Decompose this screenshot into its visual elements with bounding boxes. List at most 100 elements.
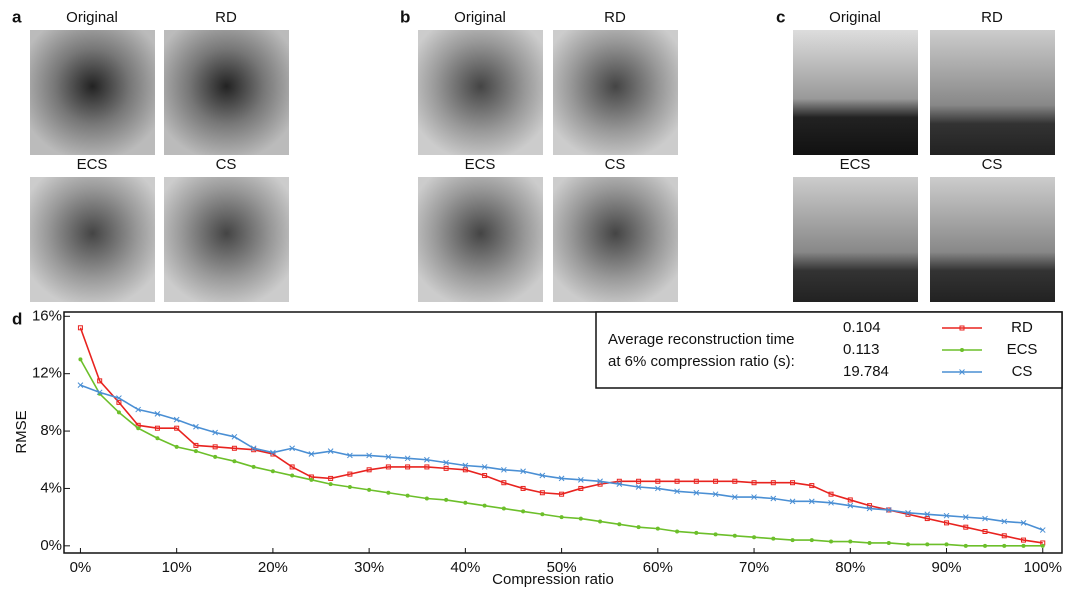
marker bbox=[1020, 520, 1027, 526]
marker bbox=[136, 426, 141, 431]
image-placeholder bbox=[164, 177, 289, 302]
marker bbox=[1001, 533, 1007, 539]
marker bbox=[559, 515, 564, 520]
y-tick-label: 0% bbox=[40, 537, 62, 554]
marker bbox=[770, 480, 776, 486]
marker bbox=[828, 499, 834, 506]
marker bbox=[578, 516, 583, 521]
legend-time: 0.104 bbox=[843, 319, 881, 336]
marker bbox=[713, 532, 718, 537]
legend-label: RD bbox=[1011, 319, 1033, 336]
marker bbox=[212, 429, 219, 436]
marker bbox=[906, 542, 911, 547]
marker bbox=[789, 498, 796, 505]
marker bbox=[289, 445, 295, 452]
marker bbox=[213, 454, 218, 459]
marker bbox=[731, 494, 738, 500]
marker bbox=[327, 448, 334, 455]
marker bbox=[443, 465, 449, 471]
legend-label: ECS bbox=[1007, 341, 1038, 358]
marker bbox=[674, 478, 680, 484]
marker bbox=[752, 535, 757, 540]
marker bbox=[636, 478, 642, 484]
x-tick-label: 10% bbox=[162, 559, 192, 576]
marker bbox=[501, 466, 507, 473]
image-caption: Original bbox=[454, 9, 506, 26]
marker bbox=[347, 485, 352, 490]
x-tick-label: 80% bbox=[835, 559, 865, 576]
panel-letter: a bbox=[12, 7, 22, 26]
legend-label: CS bbox=[1012, 363, 1033, 380]
marker bbox=[1039, 527, 1046, 533]
marker bbox=[790, 538, 795, 543]
image-placeholder bbox=[30, 177, 155, 302]
marker bbox=[751, 494, 757, 500]
marker bbox=[654, 485, 661, 492]
marker bbox=[424, 464, 430, 470]
marker bbox=[328, 482, 333, 487]
marker bbox=[367, 487, 372, 492]
image-caption: ECS bbox=[465, 156, 496, 173]
x-tick-label: 100% bbox=[1024, 559, 1062, 576]
plot-frame bbox=[63, 311, 1063, 554]
marker bbox=[847, 497, 853, 503]
marker bbox=[809, 483, 815, 489]
marker bbox=[559, 491, 565, 497]
marker bbox=[250, 445, 257, 452]
marker bbox=[598, 519, 603, 524]
marker bbox=[1021, 543, 1026, 548]
marker bbox=[578, 485, 584, 491]
x-tick-label: 90% bbox=[932, 559, 962, 576]
marker bbox=[116, 399, 122, 405]
marker bbox=[289, 464, 295, 470]
marker bbox=[482, 473, 488, 479]
x-tick-label: 70% bbox=[739, 559, 769, 576]
image-caption: Original bbox=[66, 9, 118, 26]
marker bbox=[867, 503, 873, 509]
marker bbox=[866, 505, 873, 512]
marker bbox=[558, 475, 565, 482]
marker bbox=[347, 471, 353, 477]
marker bbox=[597, 478, 603, 485]
marker bbox=[481, 464, 488, 470]
marker bbox=[193, 442, 199, 448]
legend-title: at 6% compression ratio (s): bbox=[608, 353, 795, 370]
image-caption: ECS bbox=[77, 156, 108, 173]
marker bbox=[925, 542, 930, 547]
image-caption: CS bbox=[982, 156, 1003, 173]
marker bbox=[154, 425, 160, 431]
marker bbox=[1040, 543, 1045, 548]
marker bbox=[886, 540, 891, 545]
y-tick-label: 4% bbox=[40, 479, 62, 496]
x-tick-label: 40% bbox=[450, 559, 480, 576]
image-caption: Original bbox=[829, 9, 881, 26]
marker bbox=[616, 478, 622, 484]
x-tick-label: 0% bbox=[70, 559, 92, 576]
marker bbox=[174, 444, 179, 449]
y-tick-label: 16% bbox=[32, 307, 62, 324]
marker bbox=[462, 467, 468, 473]
image-placeholder bbox=[793, 30, 918, 155]
marker bbox=[617, 522, 622, 527]
legend-box bbox=[595, 311, 1063, 389]
marker bbox=[385, 464, 391, 470]
marker bbox=[347, 452, 353, 459]
image-placeholder bbox=[930, 177, 1055, 302]
image-placeholder bbox=[930, 30, 1055, 155]
marker bbox=[983, 543, 988, 548]
marker bbox=[443, 459, 449, 466]
marker bbox=[867, 540, 872, 545]
marker bbox=[270, 469, 275, 474]
marker bbox=[959, 369, 965, 375]
marker bbox=[155, 436, 160, 441]
image-placeholder bbox=[164, 30, 289, 155]
marker bbox=[173, 416, 180, 423]
marker bbox=[444, 497, 449, 502]
legend-time: 0.113 bbox=[843, 341, 879, 358]
marker bbox=[404, 455, 411, 462]
marker bbox=[193, 449, 198, 454]
marker bbox=[463, 500, 468, 505]
marker bbox=[462, 462, 469, 469]
marker bbox=[366, 467, 372, 473]
marker bbox=[790, 480, 796, 486]
